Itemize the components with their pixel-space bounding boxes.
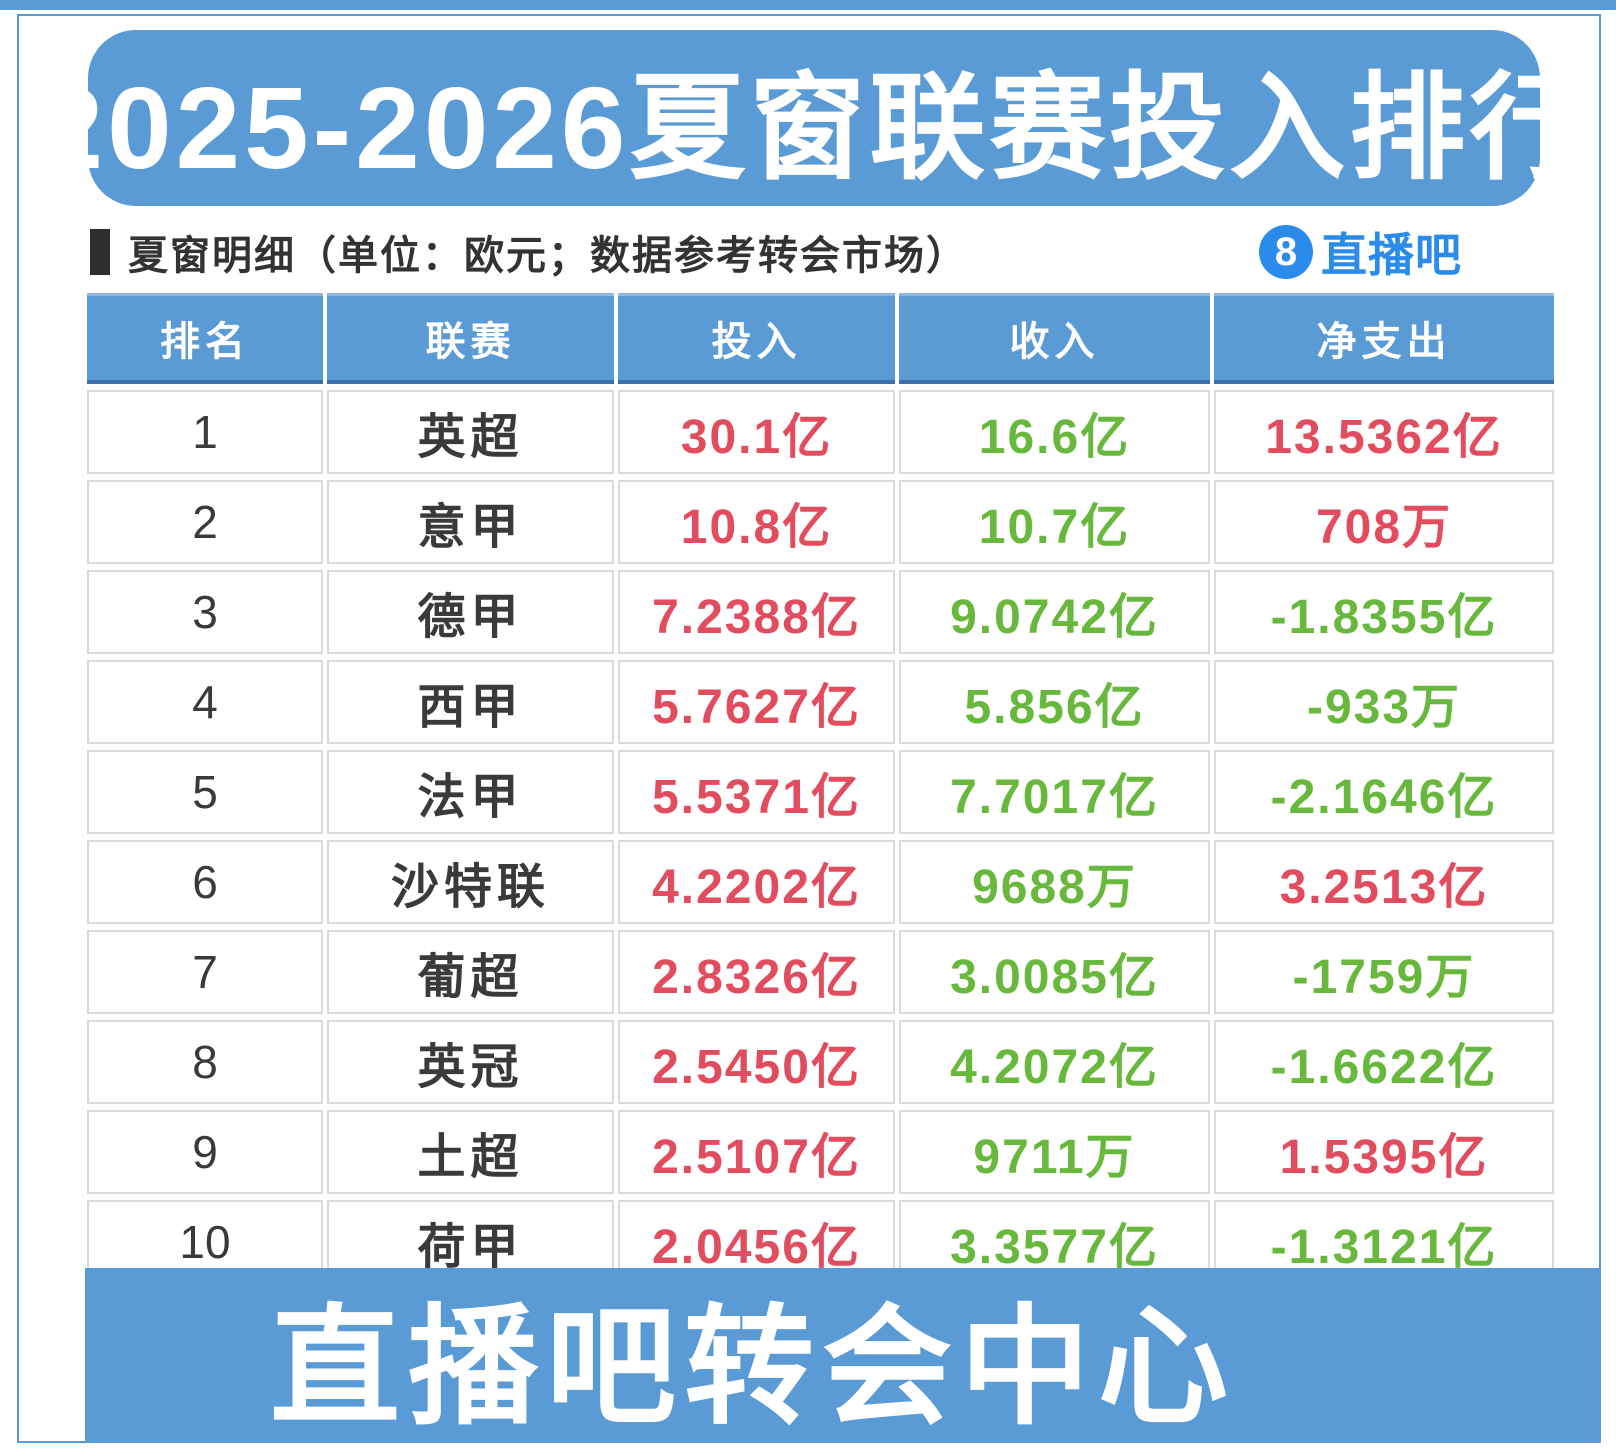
table-row: 8 英冠 2.5450亿 4.2072亿 -1.6622亿 [87,1020,1554,1104]
league-cell: 沙特联 [327,840,614,924]
spend-cell: 2.5107亿 [618,1110,895,1194]
league-cell: 英冠 [327,1020,614,1104]
league-cell: 葡超 [327,930,614,1014]
rank-cell: 4 [87,660,323,744]
league-cell: 西甲 [327,660,614,744]
net-cell: 3.2513亿 [1214,840,1554,924]
league-cell: 意甲 [327,480,614,564]
header-rank: 排名 [87,293,323,384]
page-title: 2025-2026夏窗联赛投入排行 [38,63,1590,193]
spend-cell: 2.5450亿 [618,1020,895,1104]
rank-cell: 6 [87,840,323,924]
zhibo8-logo-text: 直播吧 [1321,229,1462,281]
income-cell: 10.7亿 [899,480,1210,564]
zhibo8-logo: 8 直播吧 [1259,219,1462,285]
league-spending-table: 排名 联赛 投入 收入 净支出 1 英超 30.1亿 16.6亿 13.5362… [83,287,1558,1290]
league-cell: 土超 [327,1110,614,1194]
net-cell: -1759万 [1214,930,1554,1014]
spend-cell: 30.1亿 [618,390,895,474]
net-cell: -2.1646亿 [1214,750,1554,834]
net-cell: 1.5395亿 [1214,1110,1554,1194]
spend-cell: 5.7627亿 [618,660,895,744]
header-league: 联赛 [327,293,614,384]
rank-cell: 5 [87,750,323,834]
header-income: 收入 [899,293,1210,384]
league-cell: 英超 [327,390,614,474]
table-row: 6 沙特联 4.2202亿 9688万 3.2513亿 [87,840,1554,924]
table-row: 3 德甲 7.2388亿 9.0742亿 -1.8355亿 [87,570,1554,654]
spend-cell: 7.2388亿 [618,570,895,654]
income-cell: 16.6亿 [899,390,1210,474]
spend-cell: 2.8326亿 [618,930,895,1014]
income-cell: 9688万 [899,840,1210,924]
footer-banner: 直播吧转会中心 [85,1268,1601,1443]
table-body: 1 英超 30.1亿 16.6亿 13.5362亿 2 意甲 10.8亿 10.… [87,390,1554,1284]
rank-cell: 8 [87,1020,323,1104]
top-accent-strip [0,0,1616,10]
net-cell: 13.5362亿 [1214,390,1554,474]
net-cell: 708万 [1214,480,1554,564]
table-row: 5 法甲 5.5371亿 7.7017亿 -2.1646亿 [87,750,1554,834]
rank-cell: 9 [87,1110,323,1194]
subtitle-marker-bar [90,229,110,275]
subtitle-group: 夏窗明细（单位：欧元；数据参考转会市场） [90,223,968,281]
spend-cell: 10.8亿 [618,480,895,564]
league-cell: 法甲 [327,750,614,834]
rank-cell: 3 [87,570,323,654]
rank-cell: 2 [87,480,323,564]
table-row: 2 意甲 10.8亿 10.7亿 708万 [87,480,1554,564]
title-banner: 2025-2026夏窗联赛投入排行 [39,30,1585,206]
spend-cell: 4.2202亿 [618,840,895,924]
net-cell: -1.8355亿 [1214,570,1554,654]
income-cell: 3.0085亿 [899,930,1210,1014]
header-spend: 投入 [618,293,895,384]
income-cell: 4.2072亿 [899,1020,1210,1104]
table-row: 7 葡超 2.8326亿 3.0085亿 -1759万 [87,930,1554,1014]
net-cell: -933万 [1214,660,1554,744]
income-cell: 7.7017亿 [899,750,1210,834]
rank-cell: 7 [87,930,323,1014]
footer-text: 直播吧转会中心 [269,1293,1236,1440]
income-cell: 9711万 [899,1110,1210,1194]
league-cell: 德甲 [327,570,614,654]
subtitle-text: 夏窗明细（单位：欧元；数据参考转会市场） [128,234,968,278]
zhibo8-badge-icon: 8 [1259,225,1313,279]
net-cell: -1.6622亿 [1214,1020,1554,1104]
spend-cell: 5.5371亿 [618,750,895,834]
table-row: 1 英超 30.1亿 16.6亿 13.5362亿 [87,390,1554,474]
income-cell: 5.856亿 [899,660,1210,744]
rank-cell: 1 [87,390,323,474]
table-row: 9 土超 2.5107亿 9711万 1.5395亿 [87,1110,1554,1194]
subheader: 夏窗明细（单位：欧元；数据参考转会市场） 8 直播吧 [90,220,1462,284]
header-net: 净支出 [1214,293,1554,384]
table-row: 4 西甲 5.7627亿 5.856亿 -933万 [87,660,1554,744]
income-cell: 9.0742亿 [899,570,1210,654]
table-header: 排名 联赛 投入 收入 净支出 [87,293,1554,384]
